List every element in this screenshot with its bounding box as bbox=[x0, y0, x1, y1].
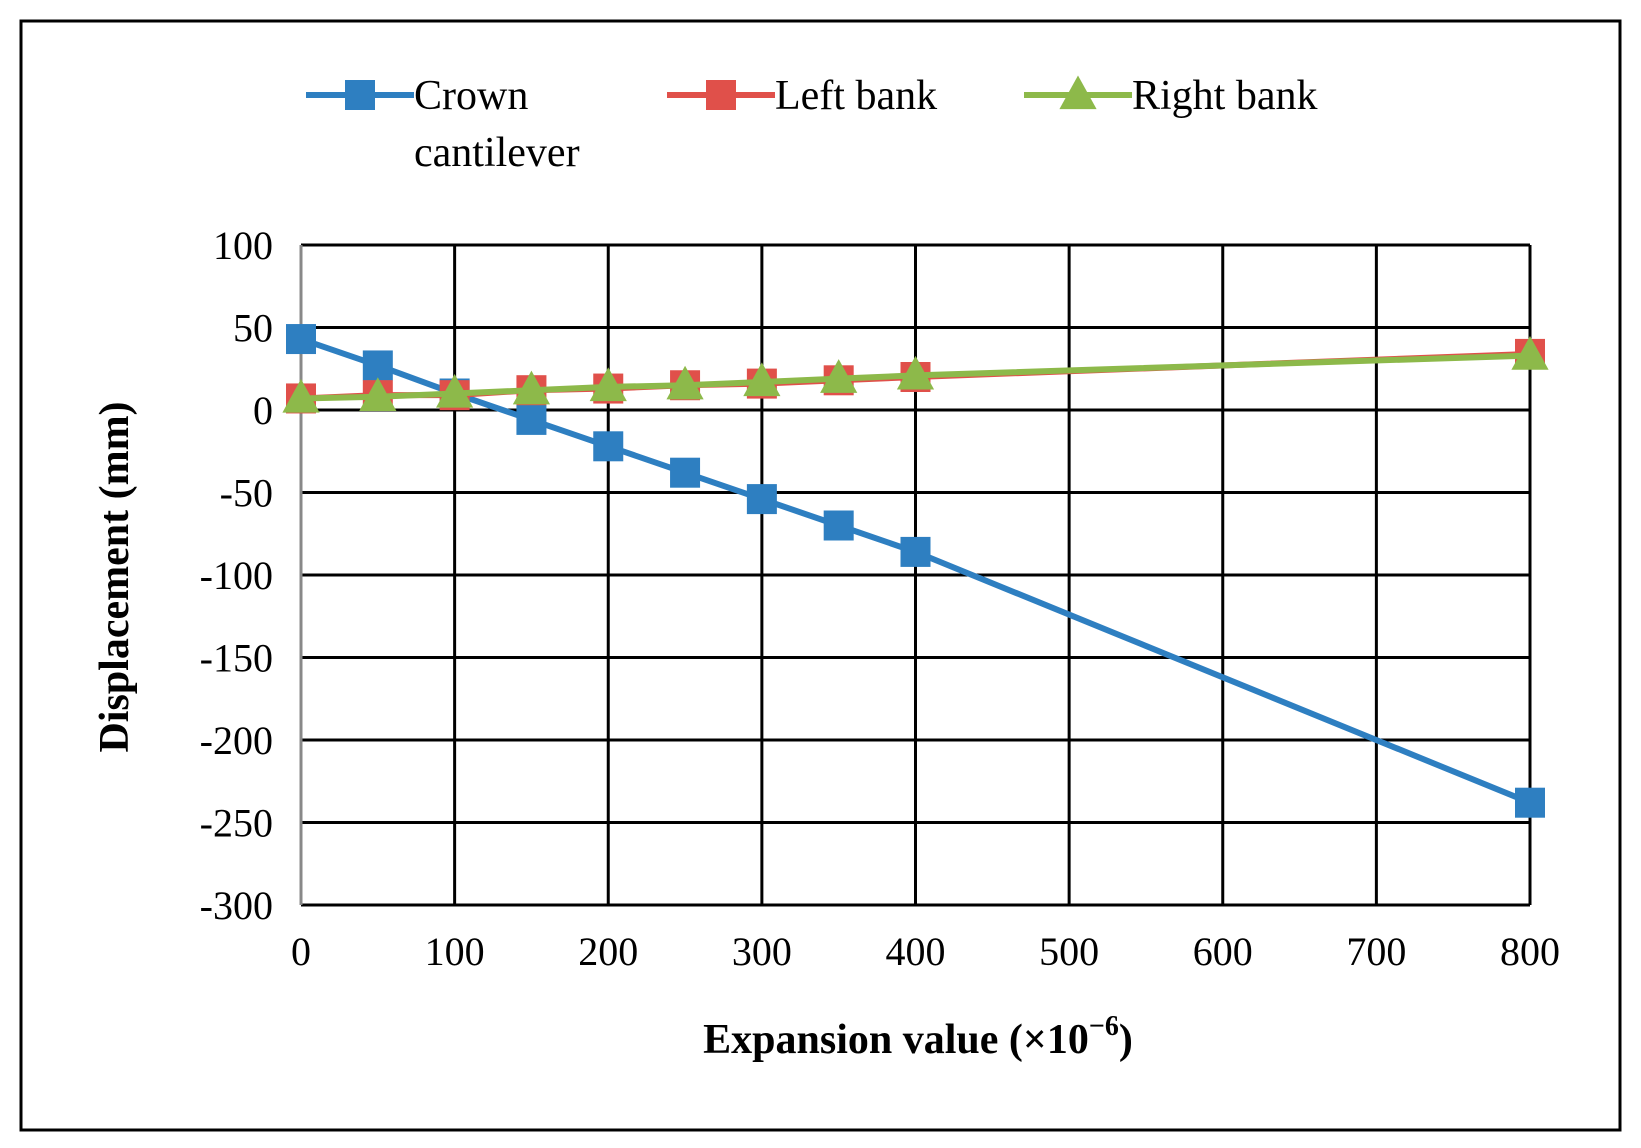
legend-item-right-bank: Right bank bbox=[1024, 73, 1318, 119]
series-layer bbox=[282, 324, 1549, 818]
series-right-bank bbox=[282, 336, 1549, 413]
y-axis-title: Displacement (mm) bbox=[92, 401, 138, 752]
y-tick-label: -150 bbox=[200, 636, 273, 681]
legend-label-crown-cantilever: cantilever bbox=[414, 130, 580, 176]
x-tick-label: 100 bbox=[425, 929, 485, 974]
data-point-crown-cantilever bbox=[1515, 787, 1545, 818]
data-point-crown-cantilever bbox=[823, 510, 854, 541]
data-point-crown-cantilever bbox=[900, 536, 931, 567]
x-tick-label: 600 bbox=[1193, 929, 1253, 974]
legend-marker-left-bank bbox=[706, 80, 736, 110]
y-tick-label: -250 bbox=[200, 801, 273, 846]
data-point-right-bank bbox=[666, 365, 704, 400]
data-point-right-bank bbox=[743, 362, 781, 397]
x-tick-label: 200 bbox=[578, 929, 638, 974]
legend-item-crown-cantilever: Crown cantilever bbox=[306, 73, 580, 176]
x-tick-label: 0 bbox=[291, 929, 311, 974]
x-tick-label: 500 bbox=[1039, 929, 1099, 974]
data-point-right-bank bbox=[820, 359, 858, 393]
data-point-right-bank bbox=[436, 373, 474, 408]
x-tick-label: 300 bbox=[732, 929, 792, 974]
data-point-crown-cantilever bbox=[286, 324, 316, 355]
data-point-right-bank bbox=[359, 377, 397, 411]
y-tick-label: 100 bbox=[213, 223, 273, 268]
series-line-crown-cantilever bbox=[300, 336, 1532, 806]
x-tick-label: 800 bbox=[1500, 929, 1560, 974]
y-tick-label: -100 bbox=[200, 553, 273, 598]
legend-marker-crown-cantilever bbox=[345, 80, 375, 110]
series-crown-cantilever bbox=[286, 324, 1545, 818]
y-tick-label: -50 bbox=[220, 471, 273, 516]
legend-marker-right-bank bbox=[1059, 75, 1097, 110]
data-point-crown-cantilever bbox=[362, 350, 393, 381]
y-tick-label: -300 bbox=[200, 883, 273, 928]
data-point-right-bank bbox=[1511, 336, 1549, 370]
series-line-right-bank bbox=[300, 352, 1531, 402]
data-point-crown-cantilever bbox=[593, 431, 624, 462]
data-point-right-bank bbox=[512, 370, 551, 405]
legend-label-right-bank: Right bank bbox=[1132, 73, 1318, 119]
legend-label-left-bank: Left bank bbox=[775, 73, 937, 119]
data-point-right-bank bbox=[282, 378, 320, 413]
x-tick-label: 700 bbox=[1346, 929, 1406, 974]
data-point-right-bank bbox=[896, 355, 935, 390]
data-point-crown-cantilever bbox=[516, 404, 547, 435]
x-axis-title: Expansion value (×10−6) bbox=[703, 1011, 1133, 1063]
data-point-crown-cantilever bbox=[746, 484, 777, 515]
data-point-right-bank bbox=[589, 367, 627, 402]
grid bbox=[299, 243, 1532, 907]
legend-label-crown-cantilever: Crown bbox=[414, 73, 528, 119]
data-point-crown-cantilever bbox=[670, 457, 701, 488]
y-tick-label: 0 bbox=[253, 388, 273, 433]
y-tick-label: 50 bbox=[233, 306, 273, 351]
y-tick-label: -200 bbox=[200, 718, 273, 763]
legend: Crown cantilever Left bank Right bank bbox=[306, 73, 1318, 176]
legend-item-left-bank: Left bank bbox=[667, 73, 937, 119]
x-tick-label: 400 bbox=[886, 929, 946, 974]
